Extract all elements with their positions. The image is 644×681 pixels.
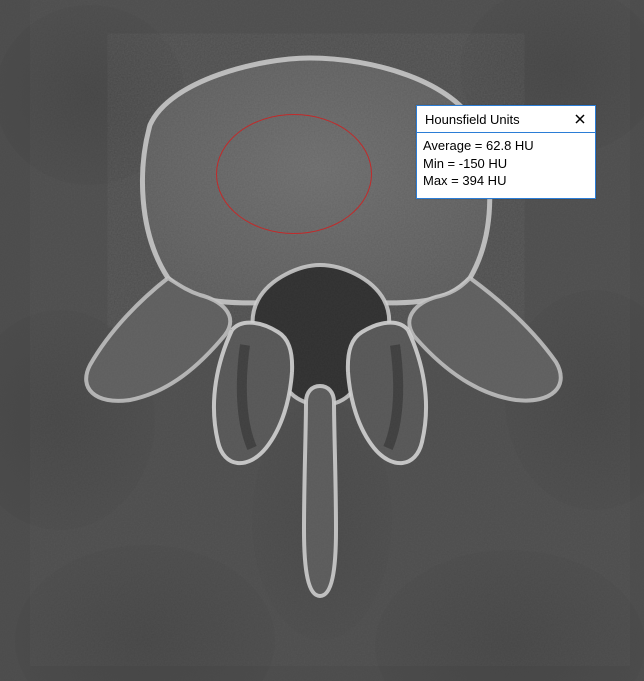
hounsfield-popup: Hounsfield Units Average = 62.8 HU Min =… bbox=[416, 105, 596, 199]
hu-average-line: Average = 62.8 HU bbox=[423, 137, 589, 155]
ct-viewport[interactable]: Hounsfield Units Average = 62.8 HU Min =… bbox=[0, 0, 644, 681]
hu-max-line: Max = 394 HU bbox=[423, 172, 589, 190]
popup-title: Hounsfield Units bbox=[425, 112, 520, 127]
popup-titlebar[interactable]: Hounsfield Units bbox=[417, 106, 595, 133]
roi-ellipse[interactable] bbox=[216, 114, 372, 234]
close-icon[interactable] bbox=[571, 110, 589, 128]
hu-min-line: Min = -150 HU bbox=[423, 155, 589, 173]
ct-scan-image bbox=[0, 0, 644, 681]
popup-body: Average = 62.8 HU Min = -150 HU Max = 39… bbox=[417, 133, 595, 198]
